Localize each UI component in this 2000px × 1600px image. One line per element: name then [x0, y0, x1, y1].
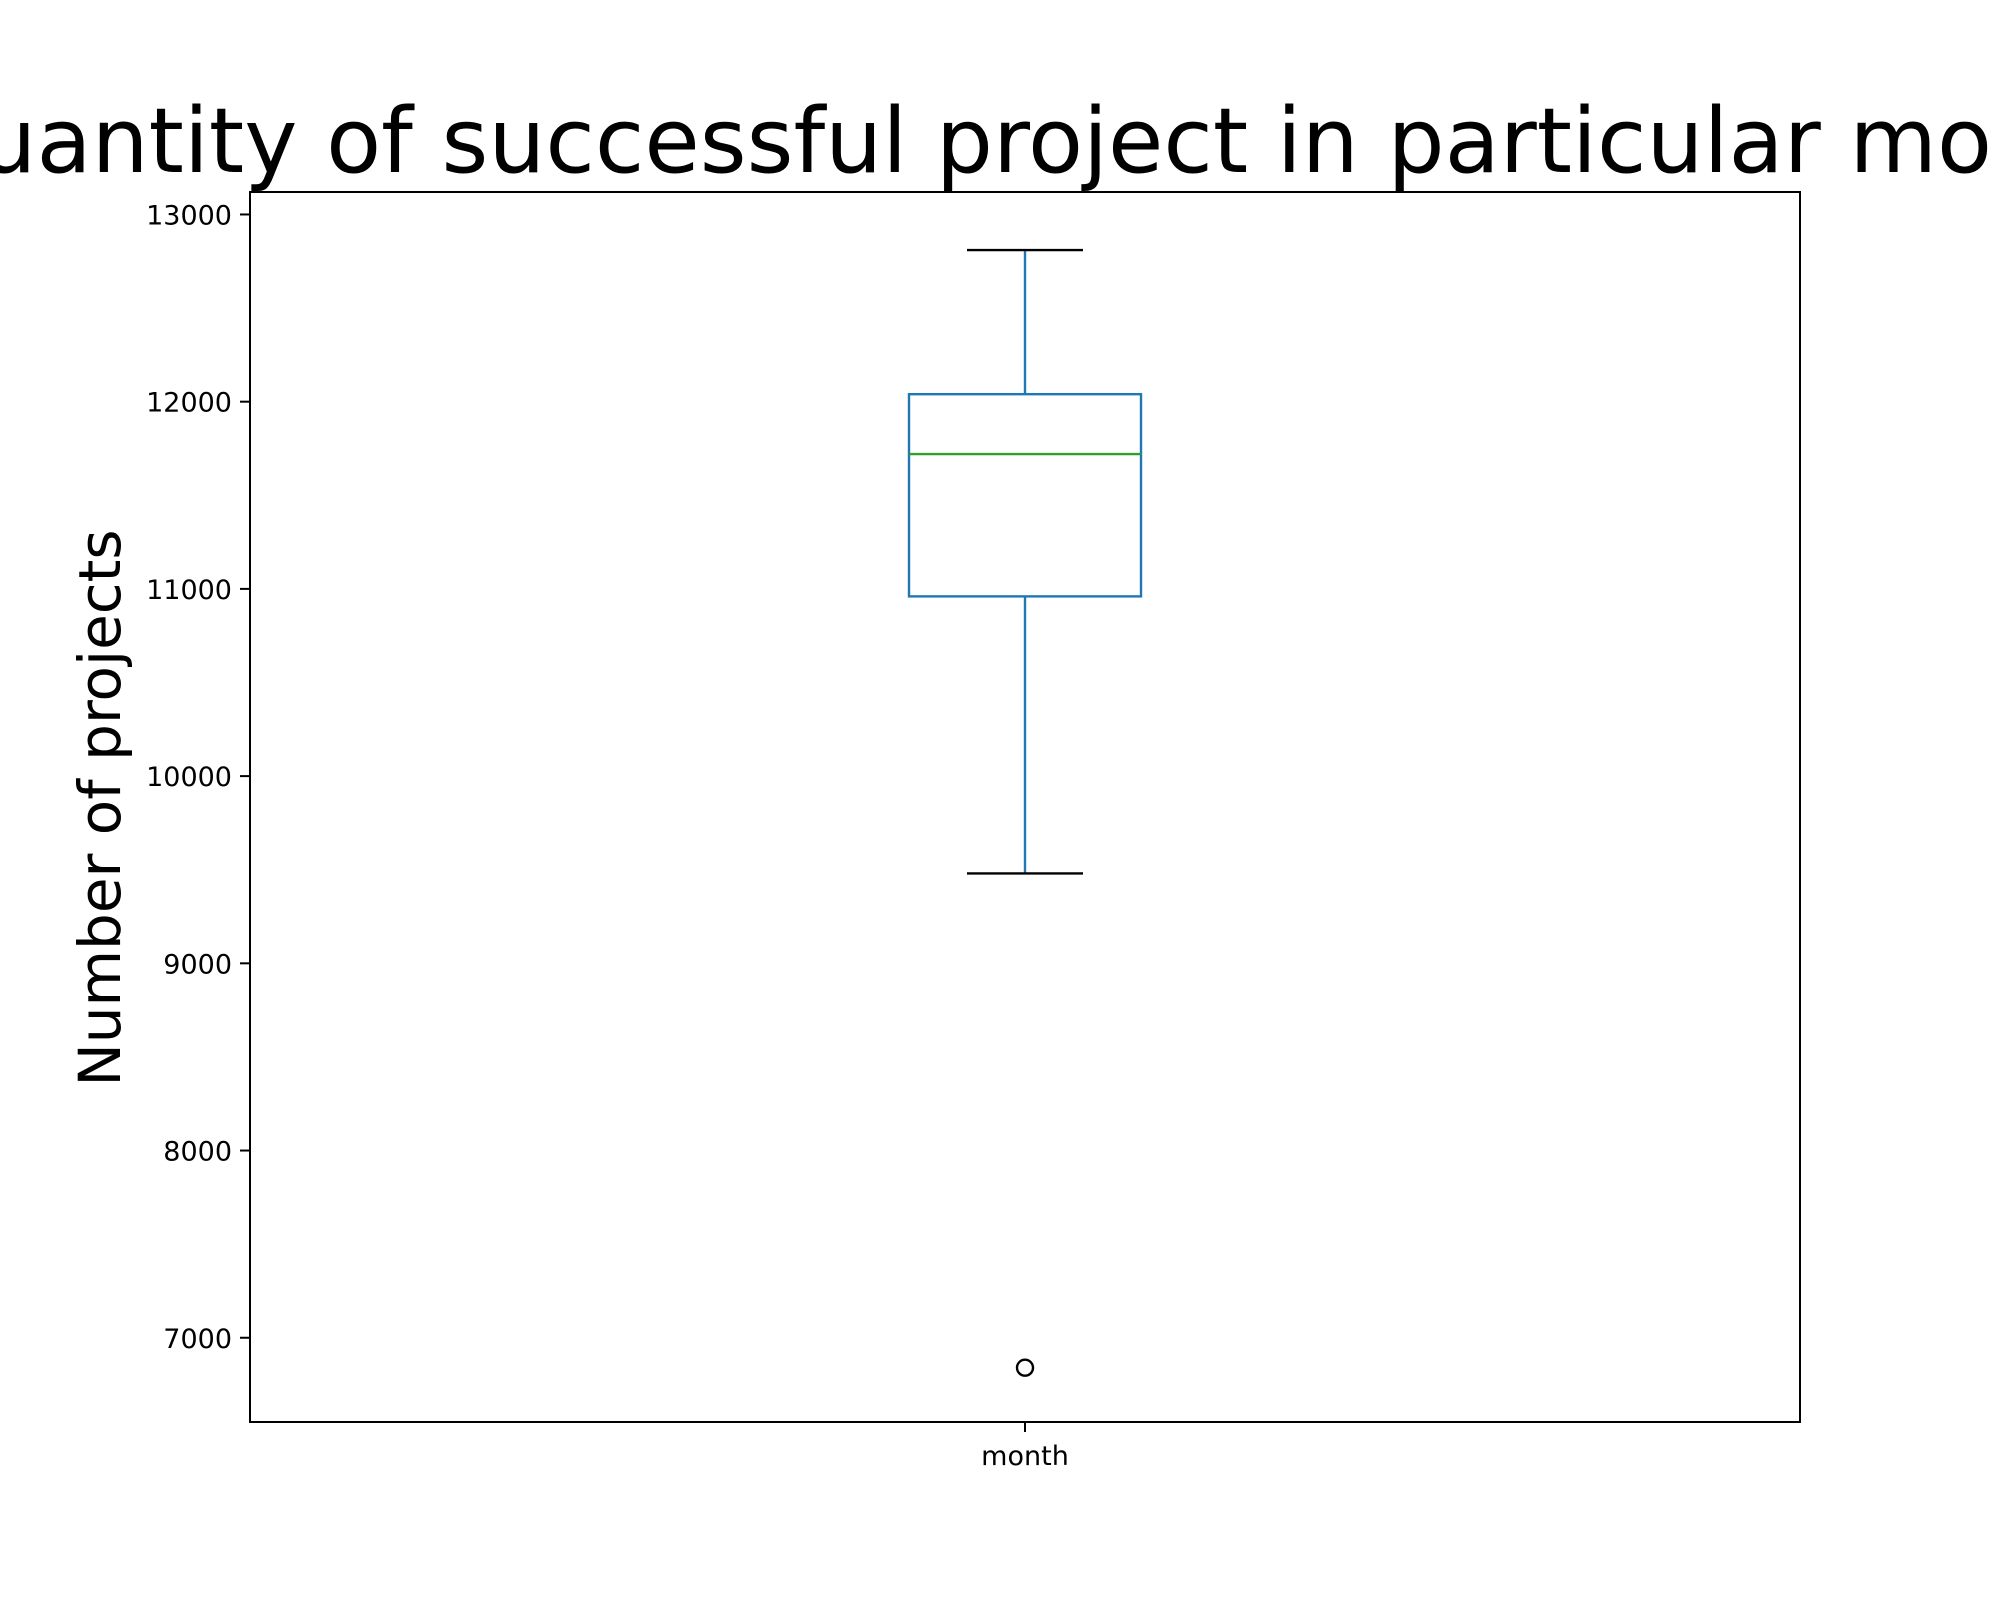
- outlier-point: [1015, 1358, 1035, 1377]
- y-tick-label: 11000: [146, 575, 232, 606]
- x-axis-ticks: month: [981, 1422, 1069, 1472]
- plot-marks: [907, 248, 1143, 1377]
- y-tick-label: 7000: [163, 1324, 232, 1355]
- plot-area-frame: [249, 191, 1801, 1423]
- y-axis-ticks: 7000 8000 9000 10000 11000 12000 13000: [146, 200, 250, 1355]
- y-tick-label: 12000: [146, 388, 232, 419]
- x-tick-label: month: [981, 1441, 1069, 1472]
- y-tick-label: 8000: [163, 1137, 232, 1168]
- chart-title: Quantity of successful project in partic…: [0, 89, 2000, 194]
- y-tick-label: 9000: [163, 949, 232, 980]
- y-tick-label: 10000: [146, 762, 232, 793]
- interquartile-box: [907, 392, 1143, 598]
- y-tick-label: 13000: [146, 200, 232, 231]
- y-axis-label: Number of projects: [66, 529, 134, 1086]
